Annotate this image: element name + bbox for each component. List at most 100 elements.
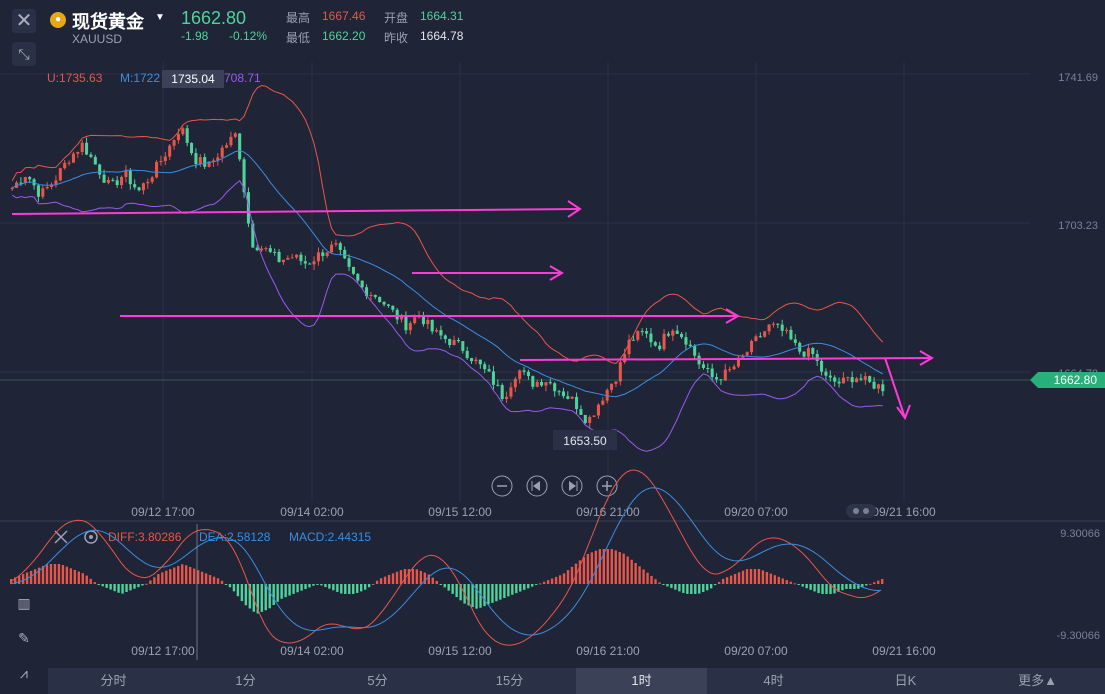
macd-bar [745, 569, 749, 584]
candle-body [190, 142, 194, 154]
macd-bar [694, 584, 697, 594]
price-change-pct: -0.12% [229, 29, 268, 43]
x-axis-main: 09/12 17:00 09/14 02:00 09/15 12:00 09/16 2… [131, 505, 936, 519]
macd-bar [761, 570, 765, 584]
candle-body [754, 336, 758, 342]
current-price-tag: 1662.80 [1030, 372, 1105, 388]
candle-style-icon[interactable]: ▥ [17, 595, 31, 611]
candle-body [592, 415, 596, 417]
candle-body [220, 147, 224, 158]
candle-body [618, 362, 622, 382]
macd-bar [654, 579, 657, 584]
candle-body [185, 128, 189, 143]
macd-bar [634, 562, 637, 584]
drawn-trend-arrows[interactable] [11, 200, 934, 421]
macd-bar [61, 565, 65, 584]
macd-bar [527, 584, 530, 589]
candle-body [496, 384, 500, 386]
candle-body [303, 261, 307, 264]
macd-bar [399, 570, 403, 584]
macd-bar [177, 565, 180, 584]
macd-bar [459, 584, 462, 601]
indicator-icon[interactable]: ⩘ [20, 665, 28, 681]
macd-bar [407, 569, 411, 584]
macd-bar [765, 571, 769, 584]
cursor-price-label: 1735.04 [171, 72, 215, 86]
candle-body [400, 316, 404, 320]
chart-area[interactable]: 1741.69 1703.23 1664.78 1662.80 U:1735.6… [0, 62, 1105, 668]
candle-body [487, 369, 491, 372]
candle-body [273, 251, 277, 253]
macd-bar [153, 577, 156, 584]
macd-bar [304, 584, 307, 590]
candle-body [128, 170, 132, 185]
candle-body [828, 375, 832, 378]
candle-body [439, 330, 443, 336]
boll-middle-legend: M:1722 [120, 71, 160, 85]
macd-bar [383, 576, 387, 584]
macd-bar [523, 584, 526, 590]
macd-settings-icon[interactable] [84, 530, 98, 544]
candle-body [89, 154, 93, 157]
prev-close-value: 1664.78 [420, 29, 464, 43]
macd-bar [141, 584, 144, 586]
candle-body [286, 257, 290, 260]
macd-bar [781, 578, 784, 584]
candle-body [448, 339, 452, 346]
macd-bar [379, 578, 383, 584]
candle-body [198, 157, 202, 165]
macd-bar [113, 584, 116, 592]
tf-tab-daily[interactable]: 日K [894, 673, 917, 688]
step-back-button[interactable] [526, 475, 548, 497]
candle-body [868, 376, 872, 382]
tf-tab-4h[interactable]: 4时 [763, 673, 784, 688]
candle-body [771, 323, 775, 325]
macd-bar [797, 584, 800, 585]
macd-bar [869, 583, 872, 585]
macd-close-icon[interactable] [54, 530, 68, 544]
boll-lower-legend: 708.71 [224, 71, 261, 85]
chevron-down-icon[interactable]: ▼ [155, 12, 165, 23]
macd-y-max: 9.30066 [1060, 528, 1100, 540]
candle-body [181, 128, 185, 135]
candle-body [404, 316, 408, 331]
macd-bar [678, 584, 681, 592]
candle-body [732, 366, 736, 370]
close-icon[interactable]: ✕ [12, 9, 36, 33]
instrument-title[interactable]: 现货黄金 [72, 12, 144, 32]
zoom-in-button[interactable] [596, 475, 618, 497]
macd-value-legend: MACD:2.44315 [289, 530, 371, 544]
macd-bar [769, 573, 773, 584]
tf-tab-15m[interactable]: 15分 [495, 673, 524, 688]
draw-pen-icon[interactable]: ✎ [18, 630, 30, 646]
macd-bar [419, 570, 423, 584]
candle-body [281, 259, 285, 263]
macd-bar [133, 584, 136, 589]
candle-body [203, 157, 207, 167]
candle-body [780, 324, 784, 331]
macd-bar [546, 580, 550, 584]
candle-body [715, 377, 719, 380]
macd-bar [296, 584, 299, 593]
zoom-out-button[interactable] [491, 475, 513, 497]
macd-bar [308, 584, 311, 588]
macd-bar [674, 584, 677, 590]
macd-bar [511, 584, 514, 595]
step-forward-button[interactable] [561, 475, 583, 497]
candle-body [601, 400, 605, 405]
macd-bar [276, 584, 279, 602]
macd-bar [801, 584, 804, 587]
tf-tab-more[interactable]: 更多▲ [1018, 673, 1057, 688]
macd-bar [582, 557, 586, 584]
candle-body [168, 145, 172, 157]
macd-bar [21, 574, 25, 584]
collapse-icon[interactable]: ⤡ [12, 42, 36, 66]
tf-tab-5m[interactable]: 5分 [367, 673, 388, 688]
tf-tab-tick[interactable]: 分时 [100, 673, 127, 688]
high-label: 最高 [286, 11, 311, 25]
candle-body [382, 301, 386, 305]
tf-tab-1h[interactable]: 1时 [576, 668, 707, 694]
scroll-indicator[interactable] [846, 504, 876, 518]
candle-body [159, 161, 163, 163]
tf-tab-1m[interactable]: 1分 [235, 673, 256, 688]
